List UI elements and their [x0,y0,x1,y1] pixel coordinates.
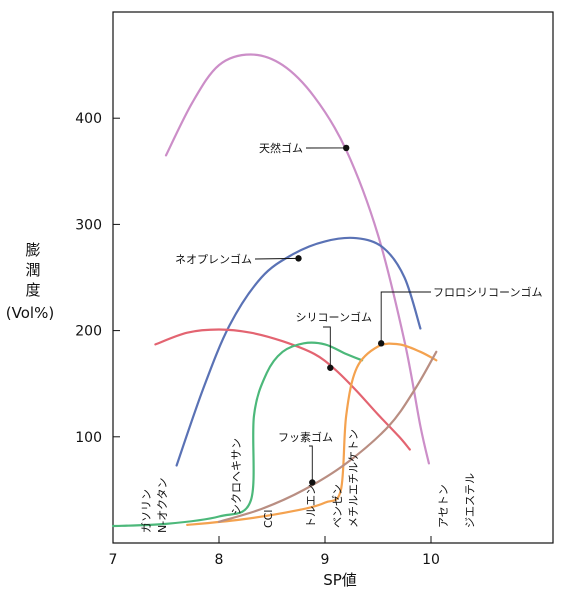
solvent-label: CCl [262,510,275,528]
solvent-label: ジエステル [463,473,476,528]
y-axis-title-part: (Vol%) [6,304,54,322]
plot-frame [112,11,554,544]
rubber-label: フッ素ゴム [278,430,333,444]
solvent-label: ガソリン [140,489,153,533]
solvent-label: アセトン [437,484,450,528]
solvent-label: シクロヘキサン [230,438,243,515]
y-tick-label: 100 [75,430,102,446]
rubber-leader [380,291,431,344]
rubber-label: 天然ゴム [259,141,303,155]
y-axis-title-part: 度 [25,281,40,299]
solvent-label: ベンゼン [331,484,344,528]
x-axis-title: SP値 [323,571,357,589]
y-axis-title-part: 潤 [25,261,40,279]
y-tick-label: 200 [75,324,102,340]
x-tick-label: 8 [215,552,224,568]
x-tick-label: 10 [422,552,440,568]
x-tick-label: 9 [321,552,330,568]
rubber-leader [323,326,331,368]
y-axis-title-part: 膨 [25,241,40,259]
axes: 7 8 9 10 100 200 300 400 SP値 膨潤度 (Vol%) [6,11,554,589]
curves [111,53,438,528]
series-line [186,342,438,526]
solvent-label: N-オクタン [156,477,169,533]
y-tick-label: 300 [75,217,102,233]
rubber-leader [254,257,299,260]
solvent-label: トルエン [304,484,317,528]
x-tick-label: 7 [109,552,118,568]
series-line [164,53,430,465]
rubber-leader [309,445,313,483]
rubber-label: シリコーンゴム [296,310,372,324]
rubber-label: ネオプレンゴム [175,252,252,266]
series-line [217,350,438,523]
y-tick-label: 400 [75,111,102,127]
solvent-label: メチルエチルケトン [347,429,360,528]
series-line [175,236,422,467]
rubber-label: フロロシリコーンゴム [433,285,542,299]
series-line [154,328,411,451]
